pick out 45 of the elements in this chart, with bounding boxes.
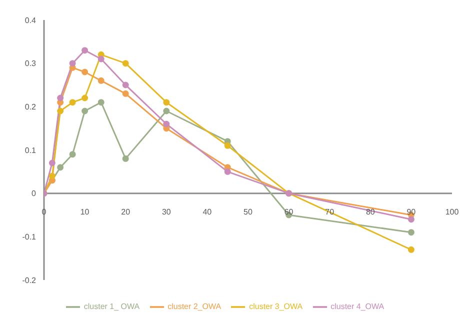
point	[122, 60, 129, 67]
point	[82, 108, 88, 114]
x-tick-label: 50	[244, 208, 253, 217]
point	[82, 47, 88, 54]
x-tick-label: 100	[445, 208, 460, 217]
legend-label: cluster 3_OWA	[249, 302, 303, 312]
point	[408, 216, 414, 223]
point	[224, 168, 231, 175]
x-tick-label: 20	[121, 208, 131, 217]
legend-label: cluster 4_OWA	[330, 302, 384, 312]
point	[163, 99, 170, 106]
point	[98, 77, 104, 84]
legend-label: cluster 1_ OWA	[84, 302, 140, 312]
point	[57, 108, 64, 114]
y-tick-label: 0.2	[24, 102, 37, 112]
point	[57, 94, 64, 102]
point	[122, 90, 129, 97]
point	[48, 160, 56, 166]
point	[98, 56, 104, 62]
x-tick-label: 30	[162, 208, 172, 217]
legend-label: cluster 2_OWA	[168, 302, 222, 312]
point	[98, 99, 104, 106]
x-tick-label: 40	[202, 208, 212, 217]
point	[57, 164, 64, 171]
x-tick-label: 10	[80, 208, 90, 217]
point	[122, 155, 129, 162]
y-tick-label: -0.2	[22, 276, 37, 285]
point	[224, 142, 231, 149]
point	[69, 151, 76, 158]
point	[82, 68, 88, 76]
point	[163, 108, 170, 114]
point	[163, 120, 170, 128]
point	[408, 246, 414, 253]
x-tick-label: 60	[284, 208, 294, 217]
point	[408, 229, 414, 236]
point	[82, 94, 88, 102]
y-tick-label: 0.1	[24, 146, 37, 155]
y-tick-label: 0.3	[24, 59, 37, 68]
y-tick-label: -0.1	[22, 232, 37, 242]
y-tick-label: 0.4	[24, 16, 37, 25]
point	[48, 172, 56, 180]
y-tick-label: 0	[32, 189, 37, 198]
point	[69, 60, 76, 67]
point	[69, 99, 76, 106]
point	[122, 82, 129, 88]
